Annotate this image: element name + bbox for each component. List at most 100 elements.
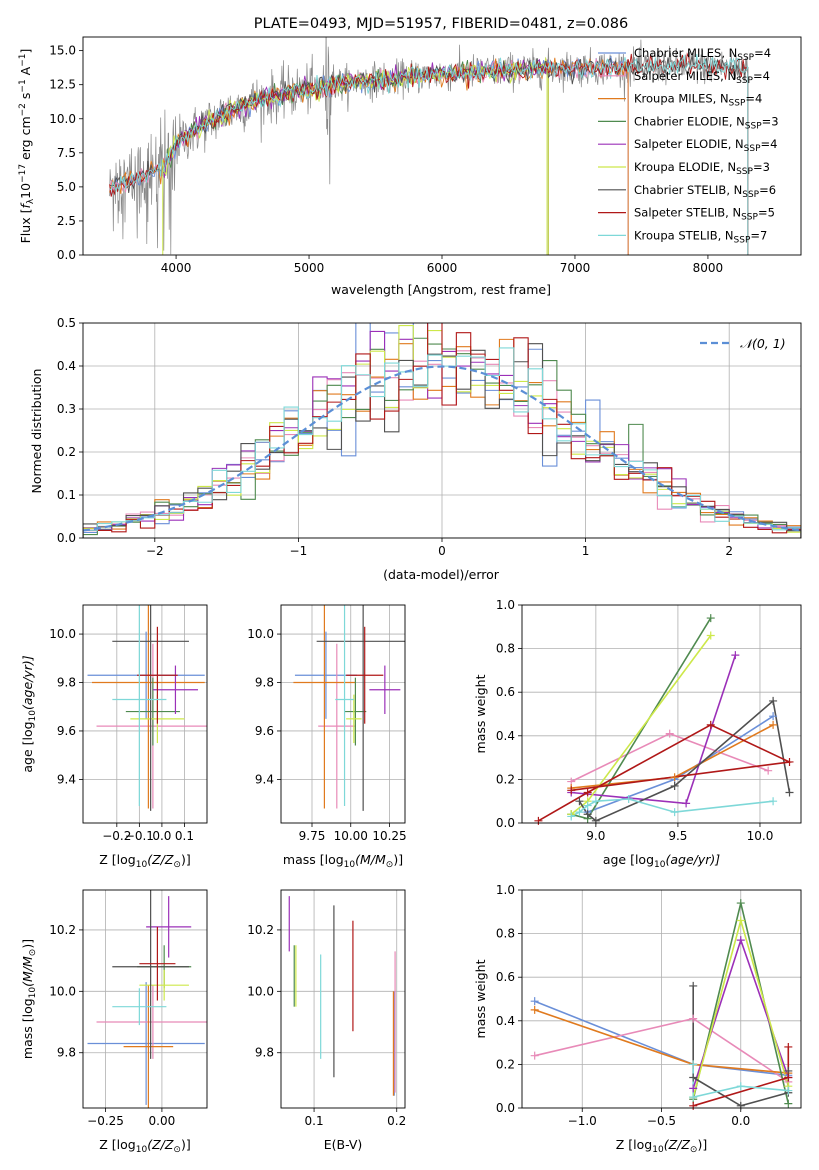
x-tick-label: −1 — [290, 544, 308, 558]
model-spectrum-line — [109, 54, 749, 193]
label-part: ⊙ — [28, 949, 38, 957]
y-tick-label: 0.4 — [496, 1014, 515, 1028]
label-part: )] — [181, 1137, 191, 1152]
label-part: Chabrier MILES, N — [634, 46, 737, 60]
y-axis-label: mass weight — [473, 674, 488, 753]
point-marker — [764, 766, 773, 775]
plot-area — [83, 605, 207, 823]
x-axis-label: Z [log10(Z/Z⊙)] — [616, 1137, 707, 1155]
label-part: ] — [18, 49, 33, 54]
y-tick-label: 0.0 — [57, 531, 76, 545]
point-marker — [530, 1051, 539, 1060]
model-spectrum-line — [162, 56, 548, 176]
point-marker — [785, 788, 794, 797]
label-part: =4 — [753, 69, 770, 83]
x-tick-label: 10.25 — [372, 829, 406, 843]
label-part: age [log — [20, 721, 35, 772]
axes-residuals: −2 −1 0 1 2 0.0 0.1 0.2 0.3 0.4 0.5 — [57, 316, 802, 558]
label-part: λ — [26, 198, 36, 204]
label-part: SSP — [736, 76, 753, 86]
legend-label: Salpeter ELODIE, NSSP=4 — [634, 137, 777, 154]
x-tick-label: 9.75 — [299, 829, 326, 843]
x-tick-label: 0.2 — [387, 1114, 406, 1128]
y-axis-label: mass weight — [473, 959, 488, 1038]
point-marker — [784, 1099, 793, 1108]
legend-label: Kroupa ELODIE, NSSP=3 — [634, 160, 770, 177]
point-marker — [591, 797, 600, 806]
figure-title: PLATE=0493, MJD=51957, FIBERID=0481, z=0… — [254, 16, 628, 32]
x-tick-label: 1 — [582, 544, 590, 558]
label-part: 10 — [344, 860, 356, 870]
plot-area — [83, 323, 801, 538]
point-marker — [665, 729, 674, 738]
label-part: erg cm — [18, 116, 33, 164]
x-tick-label: 0.00 — [149, 1114, 176, 1128]
label-part: =3 — [762, 114, 779, 128]
x-tick-label: 0.1 — [305, 1114, 324, 1128]
x-axis-label: (data-model)/error — [383, 567, 500, 582]
label-part: (Z/Z — [147, 852, 174, 867]
axes-frame — [82, 604, 208, 824]
x-axis-label: Z [log10(Z/Z⊙)] — [99, 1137, 190, 1155]
legend-label: Chabrier ELODIE, NSSP=3 — [634, 114, 779, 131]
y-axis-label: Normed distribution — [29, 369, 44, 494]
histogram-series — [83, 347, 801, 538]
x-tick-label: 10.0 — [747, 829, 774, 843]
y-tick-label: 0.2 — [496, 772, 515, 786]
label-part: =4 — [754, 46, 771, 60]
y-tick-label: 0.3 — [57, 402, 76, 416]
y-tick-label: 10.0 — [247, 984, 274, 998]
label-part: SSP — [744, 144, 761, 154]
y-tick-label: 10.2 — [247, 923, 274, 937]
x-tick-label: −0.1 — [125, 829, 154, 843]
point-marker — [706, 631, 715, 640]
legend-label: Salpeter MILES, NSSP=4 — [634, 69, 770, 86]
y-tick-label: 1.0 — [496, 598, 515, 612]
y-tick-label: 5.0 — [57, 180, 76, 194]
plot-area — [522, 890, 801, 1108]
y-tick-label: 0.0 — [57, 248, 76, 262]
label-part: age [log — [603, 852, 654, 867]
label-part: SSP — [745, 121, 762, 131]
axes-weight_vs_Z: −1.0 −0.5 0.0 0.0 0.2 0.4 0.6 0.8 1.0 — [496, 883, 802, 1128]
label-part: A — [18, 66, 33, 79]
label-part: s — [18, 93, 33, 104]
x-tick-label: 4000 — [161, 261, 192, 275]
legend-label: Salpeter STELIB, NSSP=5 — [634, 206, 775, 223]
y-tick-label: 9.6 — [57, 724, 76, 738]
label-part: Chabrier ELODIE, N — [634, 114, 745, 128]
x-axis-label: age [log10(age/yr)] — [603, 852, 720, 870]
y-tick-label: 0.1 — [57, 488, 76, 502]
y-tick-label: 0.8 — [496, 642, 515, 656]
axes-mass_vs_ebv: 0.1 0.2 9.8 10.0 10.2 — [247, 889, 406, 1128]
x-tick-label: 9.5 — [668, 829, 687, 843]
point-marker — [534, 816, 543, 825]
label-part: =7 — [750, 228, 767, 242]
x-tick-label: 10.00 — [334, 829, 368, 843]
point-marker — [689, 1073, 698, 1082]
point-marker — [689, 1014, 698, 1023]
y-tick-label: 12.5 — [49, 78, 76, 92]
gaussian-curve — [83, 365, 801, 532]
point-marker — [736, 936, 745, 945]
label-part: 10 — [136, 860, 148, 870]
y-tick-label: 9.8 — [255, 1046, 274, 1060]
point-marker — [731, 651, 740, 660]
x-tick-label: 0.0 — [731, 1114, 750, 1128]
plot-area — [281, 890, 405, 1108]
y-tick-label: 15.0 — [49, 44, 76, 58]
y-tick-label: 0.5 — [57, 316, 76, 330]
label-part: ⊙ — [386, 860, 394, 870]
x-tick-label: 0.1 — [175, 829, 194, 843]
histogram-legend: 𝒩(0, 1) — [700, 336, 786, 351]
weight-series-line — [538, 724, 793, 822]
label-part: (M/M — [20, 956, 35, 987]
label-part: −1 — [18, 53, 28, 66]
weight-series-line — [570, 732, 769, 783]
plot-area — [522, 605, 801, 823]
x-axis-label: Z [log10(Z/Z⊙)] — [99, 852, 190, 870]
label-part: =5 — [758, 206, 775, 220]
y-tick-label: 0.2 — [57, 445, 76, 459]
y-tick-label: 2.5 — [57, 214, 76, 228]
